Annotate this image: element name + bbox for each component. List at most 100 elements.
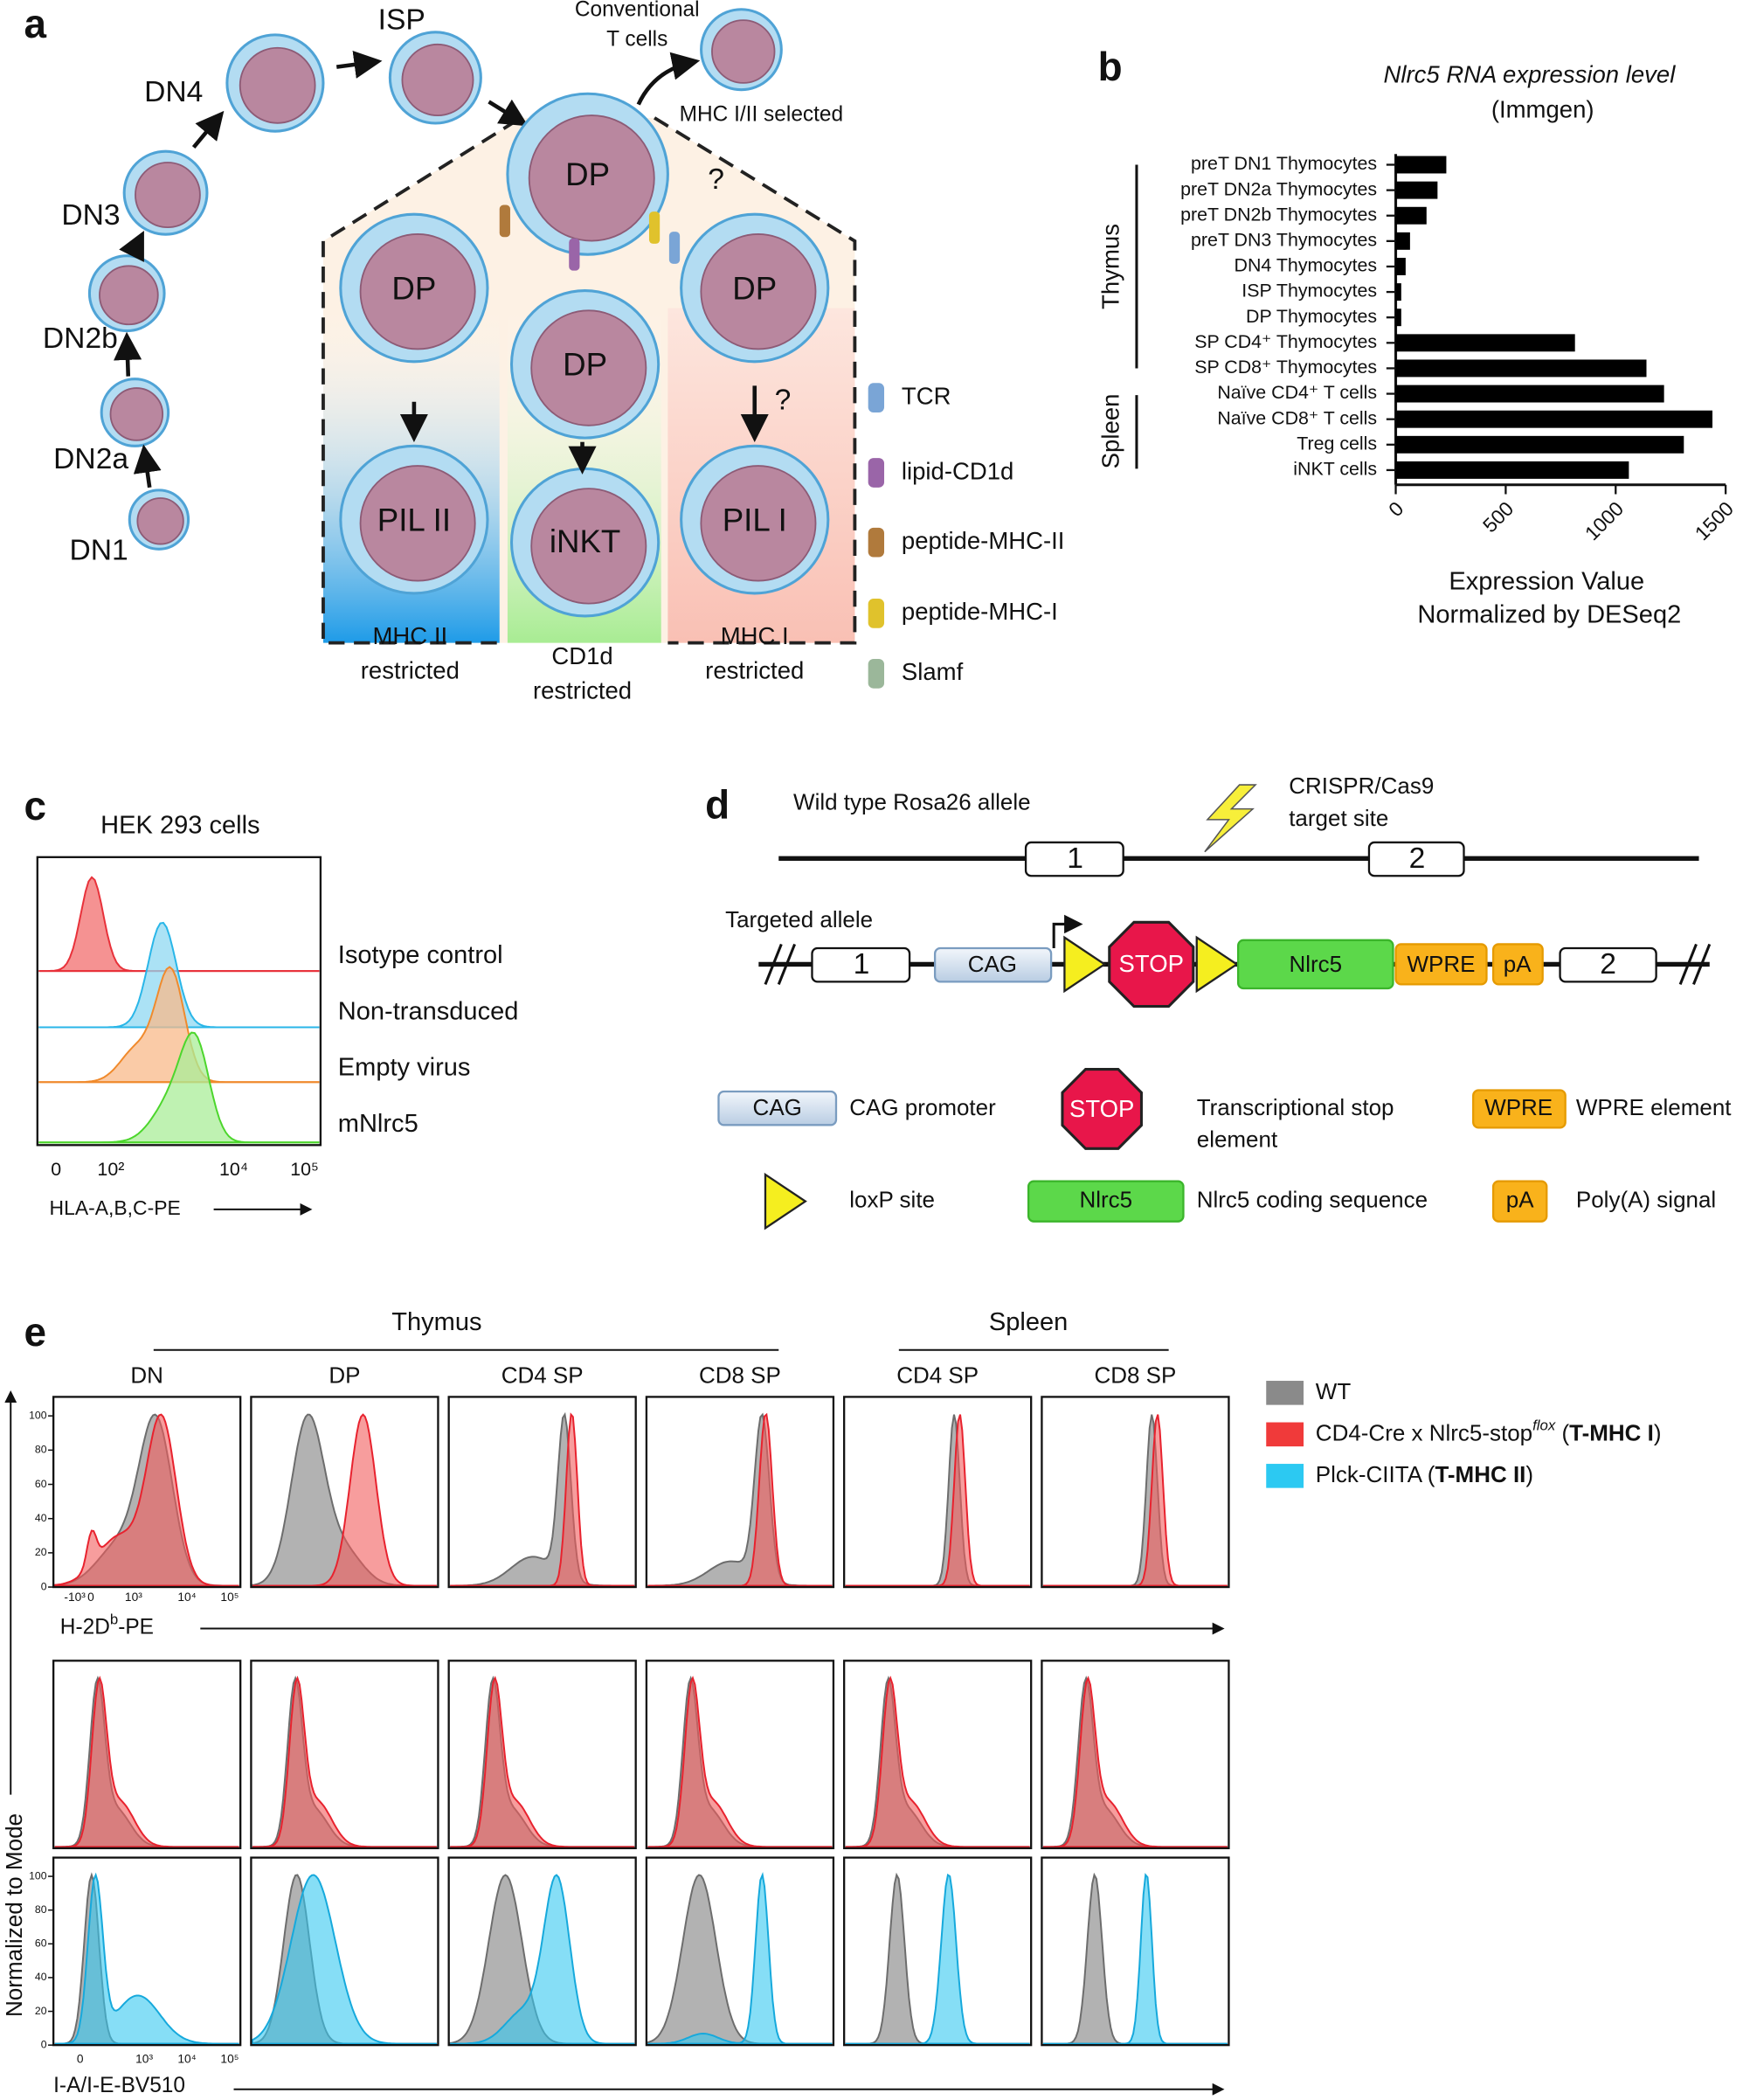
histogram	[450, 1675, 635, 1848]
stop-sign	[1108, 920, 1195, 1008]
histogram	[647, 1872, 833, 2045]
nucleus	[528, 114, 655, 242]
exon	[1024, 841, 1124, 877]
y-tick-label: 0	[41, 1580, 47, 1592]
histogram	[845, 1414, 1030, 1587]
column-label: CD8 SP	[699, 1362, 781, 1388]
arrow	[114, 331, 142, 377]
arrow	[335, 50, 383, 79]
receptor	[499, 204, 510, 238]
bar	[1395, 359, 1647, 378]
label: pA	[1504, 951, 1532, 977]
bar	[1395, 156, 1447, 174]
label: WPRE	[1484, 1094, 1553, 1120]
legend-label: peptide-MHC-I	[902, 598, 1058, 625]
group-label: Spleen	[989, 1308, 1068, 1336]
category-label: Naïve CD8⁺ T cells	[1217, 407, 1377, 428]
plot-frame	[645, 1396, 835, 1589]
nucleus	[700, 233, 817, 350]
category-label: preT DN2a Thymocytes	[1180, 178, 1377, 199]
legend-swatch	[1266, 1464, 1304, 1488]
histogram	[252, 1413, 437, 1587]
label-part: b	[110, 1611, 118, 1627]
plot-frame	[250, 1856, 439, 2047]
stage-label: DN4	[144, 76, 203, 108]
cag-promoter	[717, 1090, 838, 1126]
legend-icon	[868, 659, 885, 689]
label: loxP site	[849, 1187, 935, 1213]
chart-title: Nlrc5 RNA expression level	[1383, 61, 1676, 88]
label-part: Plck-CIITA (	[1316, 1461, 1435, 1487]
legend-label: peptide-MHC-II	[902, 527, 1065, 554]
tss-arrow	[1052, 914, 1083, 949]
label: CRISPR/Cas9	[1289, 773, 1434, 799]
sample-label: mNlrc5	[338, 1110, 418, 1138]
stage-label: DN1	[69, 534, 128, 566]
bar	[1395, 283, 1401, 301]
histogram	[38, 876, 320, 973]
exon	[811, 946, 911, 983]
exon	[1367, 841, 1465, 877]
bar	[1395, 334, 1575, 352]
plot-frame	[447, 1856, 637, 2047]
panel-letter: c	[24, 783, 46, 828]
y-tick-label: 60	[35, 1478, 47, 1490]
histogram	[450, 1675, 635, 1848]
y-tick-label: 20	[35, 1546, 47, 1558]
x-tick-label: 10⁴	[219, 1159, 248, 1180]
histogram	[1042, 1675, 1228, 1848]
label: STOP	[1069, 1095, 1134, 1122]
cell-label: DP	[391, 270, 436, 306]
legend-label: lipid-CD1d	[902, 457, 1013, 484]
label: pA	[1506, 1187, 1534, 1213]
plot-frame	[447, 1660, 637, 1850]
x-tick-label: 10³	[135, 2053, 153, 2066]
nlrc5	[1236, 939, 1394, 990]
x-tick-label: 1500	[1691, 497, 1738, 545]
legend-label: Plck-CIITA (T-MHC II)	[1316, 1461, 1533, 1487]
label: MHC I/II selected	[680, 102, 844, 126]
label: Conventional	[575, 0, 700, 22]
category-label: SP CD8⁺ Thymocytes	[1194, 357, 1377, 378]
label: WPRE	[1408, 951, 1476, 977]
histogram	[647, 1675, 833, 1848]
x-tick-label: 1000	[1580, 497, 1628, 545]
category-label: preT DN2b Thymocytes	[1180, 204, 1377, 225]
legend-icon	[868, 599, 885, 628]
bar	[1395, 435, 1684, 454]
nucleus	[530, 488, 647, 605]
category-label: preT DN3 Thymocytes	[1191, 229, 1377, 250]
bar	[1395, 385, 1664, 403]
y-tick-label: 40	[35, 1512, 47, 1524]
bar	[1395, 232, 1410, 250]
nucleus	[700, 465, 817, 582]
histogram	[1042, 1414, 1228, 1587]
y-tick-label: 0	[41, 2038, 47, 2050]
legend-icon	[868, 383, 885, 413]
nlrc5	[1027, 1180, 1185, 1223]
stage-label: DN2a	[53, 443, 128, 475]
bar	[1395, 181, 1438, 199]
label-part: -PE	[118, 1616, 154, 1639]
break-mark	[764, 943, 783, 985]
histogram	[53, 1413, 239, 1587]
panel-title: HEK 293 cells	[100, 811, 259, 839]
label: CD1d	[551, 642, 612, 669]
label: restricted	[533, 677, 632, 704]
cell-label: DP	[732, 270, 777, 306]
histogram	[845, 1414, 1030, 1587]
legend-label: WT	[1316, 1378, 1352, 1404]
label: 2	[1600, 948, 1616, 981]
plot-frame	[52, 1396, 242, 1589]
bar	[1395, 258, 1406, 275]
nucleus	[359, 233, 476, 350]
break-mark	[777, 943, 797, 985]
y-tick-label: 100	[29, 1869, 47, 1882]
pa	[1491, 1180, 1548, 1223]
label: Targeted allele	[725, 906, 873, 932]
nucleus	[239, 46, 316, 124]
label: WPRE element	[1576, 1094, 1732, 1120]
plot-frame	[36, 856, 322, 1147]
group-label: Thymus	[391, 1308, 481, 1336]
x-tick-label: 0	[51, 1159, 61, 1180]
